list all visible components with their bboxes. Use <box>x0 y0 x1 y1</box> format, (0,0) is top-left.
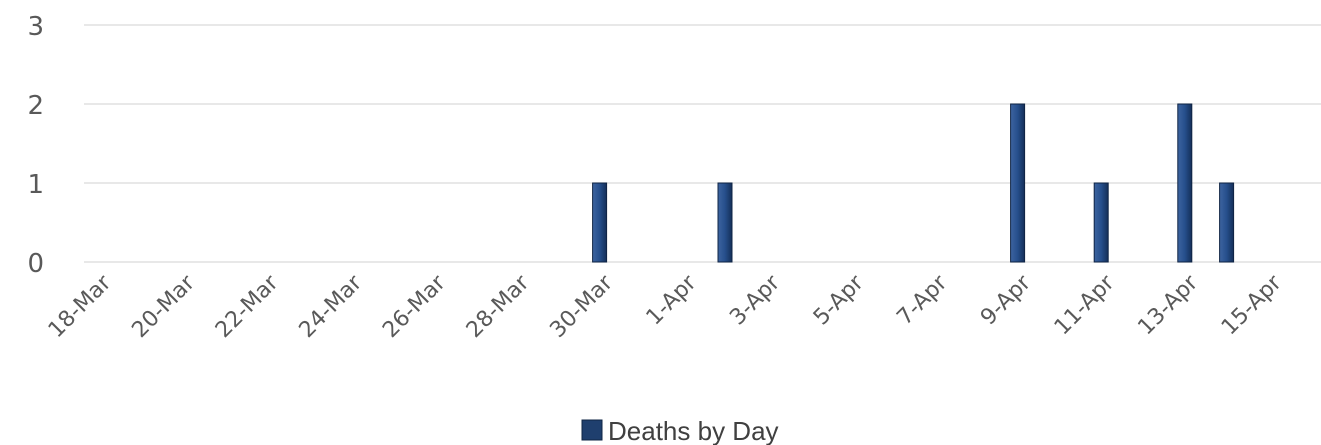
x-tick-label: 3-Apr <box>725 270 785 330</box>
x-tick-label: 24-Mar <box>295 270 368 343</box>
x-tick-label: 13-Apr <box>1133 270 1203 340</box>
bar[interactable] <box>717 182 733 263</box>
y-tick-label: 0 <box>27 249 44 279</box>
x-axis: 18-Mar 20-Mar 22-Mar 24-Mar 26-Mar 28-Mar 30-M… <box>44 270 1288 343</box>
x-tick-label: 5-Apr <box>809 270 869 330</box>
x-tick-label: 9-Apr <box>976 270 1036 330</box>
legend-swatch <box>581 419 603 441</box>
bar[interactable] <box>1093 182 1109 263</box>
x-tick-label: 11-Apr <box>1050 270 1120 340</box>
x-tick-label: 18-Mar <box>44 270 117 343</box>
x-tick-label: 1-Apr <box>642 270 702 330</box>
x-tick-label: 30-Mar <box>545 270 618 343</box>
legend-label: Deaths by Day <box>608 416 779 445</box>
y-axis: 0 1 2 3 <box>27 12 44 279</box>
y-tick-label: 2 <box>27 91 44 121</box>
y-tick-label: 3 <box>27 12 44 42</box>
bar[interactable] <box>592 182 608 263</box>
bars <box>592 103 1235 263</box>
x-tick-label: 22-Mar <box>211 270 284 343</box>
x-tick-label: 26-Mar <box>378 270 451 343</box>
bar[interactable] <box>1219 182 1235 263</box>
x-tick-label: 7-Apr <box>892 270 952 330</box>
x-tick-label: 15-Apr <box>1217 270 1287 340</box>
legend[interactable]: Deaths by Day <box>581 416 779 445</box>
bar[interactable] <box>1177 103 1193 263</box>
x-tick-label: 28-Mar <box>462 270 535 343</box>
gridlines <box>84 24 1321 263</box>
bar[interactable] <box>1010 103 1026 263</box>
x-tick-label: 20-Mar <box>127 270 200 343</box>
y-tick-label: 1 <box>27 170 44 200</box>
